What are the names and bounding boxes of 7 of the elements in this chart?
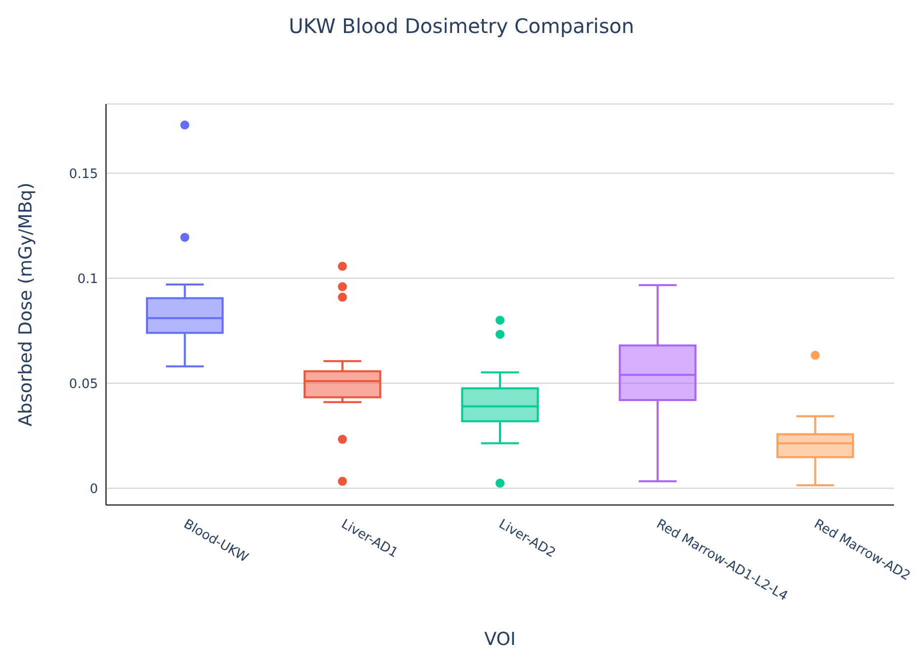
y-tick-label: 0.05 <box>69 376 98 392</box>
y-tick-label: 0 <box>90 482 98 497</box>
x-axis-title: VOI <box>484 629 516 650</box>
y-tick-label: 0.15 <box>69 166 98 182</box>
chart-title: UKW Blood Dosimetry Comparison <box>288 14 636 38</box>
y-axis-title: Absorbed Dose (mGy/MBq) <box>15 182 36 426</box>
y-tick-label: 0.1 <box>77 272 98 287</box>
